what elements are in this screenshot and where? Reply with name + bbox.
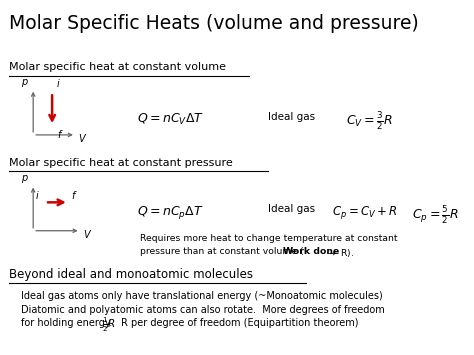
Text: $\rightarrow$ R).: $\rightarrow$ R). — [326, 247, 354, 259]
Text: Beyond ideal and monoatomic molecules: Beyond ideal and monoatomic molecules — [9, 268, 254, 281]
Text: for holding energy.: for holding energy. — [21, 318, 113, 328]
Text: Diatomic and polyatomic atoms can also rotate.  More degrees of freedom: Diatomic and polyatomic atoms can also r… — [21, 305, 385, 315]
Text: Molar specific heat at constant volume: Molar specific heat at constant volume — [9, 62, 227, 72]
Text: i: i — [57, 79, 60, 89]
Text: Molar specific heat at constant pressure: Molar specific heat at constant pressure — [9, 158, 233, 168]
Text: $Q = nC_V\Delta T$: $Q = nC_V\Delta T$ — [137, 112, 205, 127]
Text: $C_V = \frac{3}{2}R$: $C_V = \frac{3}{2}R$ — [346, 110, 393, 132]
Text: f: f — [71, 191, 74, 201]
Text: p: p — [21, 173, 27, 183]
Text: Molar Specific Heats (volume and pressure): Molar Specific Heats (volume and pressur… — [9, 14, 419, 33]
Text: $\frac{1}{2}R$: $\frac{1}{2}R$ — [102, 316, 116, 334]
Text: $Q = nC_p\Delta T$: $Q = nC_p\Delta T$ — [137, 204, 204, 221]
Text: V: V — [83, 230, 90, 240]
Text: i: i — [36, 191, 38, 201]
Text: pressure than at constant volume (: pressure than at constant volume ( — [140, 247, 303, 256]
Text: Work done: Work done — [283, 247, 339, 256]
Text: $C_p = C_V + R$: $C_p = C_V + R$ — [332, 204, 398, 221]
Text: p: p — [21, 77, 27, 87]
Text: Ideal gas atoms only have translational energy (~Monoatomic molecules): Ideal gas atoms only have translational … — [21, 291, 383, 301]
Text: Requires more heat to change temperature at constant: Requires more heat to change temperature… — [140, 234, 397, 243]
Text: R per degree of freedom (Equipartition theorem): R per degree of freedom (Equipartition t… — [121, 318, 358, 328]
Text: Ideal gas: Ideal gas — [268, 204, 315, 214]
Text: $C_p = \frac{5}{2}R$: $C_p = \frac{5}{2}R$ — [412, 204, 459, 226]
Text: V: V — [78, 134, 85, 144]
Text: Ideal gas: Ideal gas — [268, 112, 315, 122]
Text: f: f — [57, 130, 60, 140]
